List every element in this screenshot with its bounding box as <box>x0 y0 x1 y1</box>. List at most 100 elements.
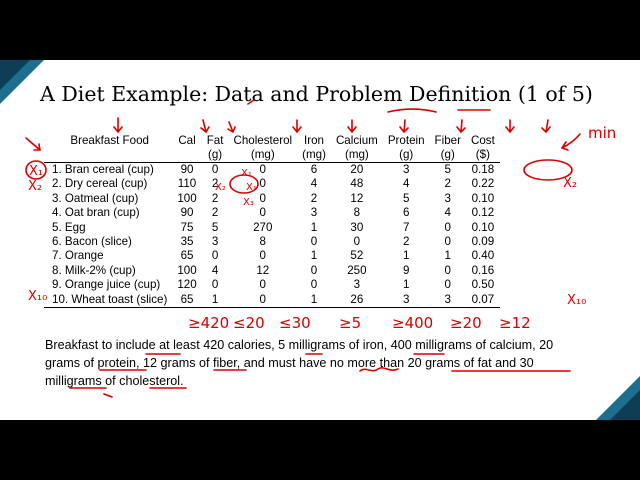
cell-fiber: 1 <box>444 249 451 263</box>
cell-food: 3. Oatmeal (cup) <box>52 191 139 205</box>
cell-cholesterol: 0 <box>228 292 298 309</box>
cell-cost: 0.10 <box>471 191 495 205</box>
header-iron: Iron (mg) <box>297 134 331 163</box>
cell-cholesterol: 0 <box>259 191 266 205</box>
constraint-chol: ≤30 <box>279 314 311 332</box>
cell-protein: 1 <box>402 278 410 292</box>
cell-cholesterol: 12 <box>256 263 270 277</box>
constraint-iron: ≥5 <box>339 314 361 332</box>
header-cost: Cost ($) <box>465 134 500 163</box>
cell-cholesterol: 0 <box>259 163 266 176</box>
table-row: 3. Oatmeal (cup) 100 2 0 2 12 5 3 0.10 <box>44 192 500 206</box>
header-calcium: Calcium (mg) <box>330 134 383 163</box>
constraint-fat: ≤20 <box>233 314 265 332</box>
cell-fiber: 0 <box>444 263 451 277</box>
header-fiber-unit: (g) <box>440 148 455 161</box>
cell-calcium: 3 <box>353 278 361 292</box>
header-fat: Fat (g) <box>201 134 229 163</box>
table-row: 5. Egg 75 5 270 1 30 7 0 0.10 <box>44 221 500 235</box>
table-row: 2. Dry cereal (cup) 110 2 0 4 48 4 2 0.22 <box>44 177 500 191</box>
cell-food: 5. Egg <box>52 220 86 234</box>
cell-calcium: 30 <box>350 220 364 234</box>
cell-food: 1. Bran cereal (cup) <box>52 163 154 176</box>
cell-cal: 65 <box>172 292 202 309</box>
cell-fat: 3 <box>211 235 219 249</box>
cell-cholesterol: 0 <box>259 249 266 263</box>
arrow-to-min <box>560 133 581 151</box>
header-cholesterol: Cholesterol (mg) <box>228 134 298 163</box>
header-fat-unit: (g) <box>207 148 223 161</box>
cell-fat: 0 <box>211 249 219 263</box>
diet-data-table: Breakfast Food Cal Fat (g) Cholesterol (mg) Ir… <box>44 134 500 309</box>
constraint-calcium: ≥400 <box>392 314 433 332</box>
arrow-calcium-header <box>399 119 409 134</box>
header-calcium-label: Calcium <box>335 134 378 147</box>
cell-protein: 5 <box>402 191 410 205</box>
slide-title: A Diet Example: Data and Problem Definit… <box>40 82 593 106</box>
constraint-fiber: ≥12 <box>499 314 531 332</box>
cell-cholesterol: 8 <box>259 235 266 249</box>
cell-cholesterol: 0 <box>259 278 266 292</box>
problem-statement: Breakfast to include at least 420 calori… <box>45 338 554 388</box>
cell-iron: 0 <box>310 235 318 249</box>
cell-fiber: 5 <box>444 163 451 176</box>
table-row: 4. Oat bran (cup) 90 2 0 3 8 6 4 0.12 <box>44 206 500 220</box>
arrow-fiber-header <box>505 119 515 134</box>
cell-calcium: 48 <box>350 177 364 191</box>
cell-iron: 0 <box>310 278 318 292</box>
cell-fiber: 0 <box>444 278 451 292</box>
cell-cal: 110 <box>177 177 197 191</box>
cell-protein: 7 <box>402 220 410 234</box>
table-row: 1. Bran cereal (cup) 90 0 0 6 20 3 5 0.18 <box>44 163 500 178</box>
cell-cal: 100 <box>177 191 197 205</box>
header-iron-unit: (mg) <box>302 148 326 161</box>
cell-protein: 9 <box>402 263 410 277</box>
cell-cal: 65 <box>180 249 194 263</box>
cell-food: 9. Orange juice (cup) <box>52 278 161 292</box>
x10-right-label: X₁₀ <box>567 293 586 308</box>
cell-fat: 5 <box>211 220 219 234</box>
cell-fiber: 2 <box>444 177 451 191</box>
cell-fiber: 4 <box>444 206 451 220</box>
cell-iron: 6 <box>310 163 318 176</box>
cell-cost: 0.18 <box>471 163 495 176</box>
cell-cost: 0.50 <box>471 278 495 292</box>
table-body: 1. Bran cereal (cup) 90 0 0 6 20 3 5 0.18 2. Dry … <box>44 163 500 309</box>
scribble-calcium <box>387 108 437 113</box>
cell-food: 10. Wheat toast (slice) <box>44 292 173 309</box>
header-protein-unit: (g) <box>399 148 414 161</box>
header-protein-label: Protein <box>387 134 425 147</box>
presentation-slide: A Diet Example: Data and Problem Definit… <box>0 60 640 420</box>
cell-fat: 1 <box>201 292 229 309</box>
header-cholesterol-unit: (mg) <box>250 148 275 161</box>
cell-food: 4. Oat bran (cup) <box>52 206 140 220</box>
cell-cal: 90 <box>180 206 194 220</box>
cell-iron: 1 <box>310 220 318 234</box>
header-cost-label: Cost <box>470 134 495 147</box>
cell-iron: 1 <box>297 292 331 309</box>
constraint-cal: ≥420 <box>188 314 229 332</box>
arrow-chol-header <box>292 119 302 134</box>
table-row: 6. Bacon (slice) 35 3 8 0 0 2 0 0.09 <box>44 235 500 249</box>
table-row: 10. Wheat toast (slice) 65 1 0 1 26 3 3 0.07 <box>44 292 500 309</box>
header-iron-label: Iron <box>304 134 325 147</box>
arrow-iron-header <box>347 119 357 134</box>
table-header-row: Breakfast Food Cal Fat (g) Cholesterol (mg) Ir… <box>44 134 500 163</box>
arrow-cal-header <box>200 119 210 134</box>
header-breakfast-food-label: Breakfast Food <box>70 134 149 147</box>
slide-corner-decoration-top-left-dark <box>0 60 30 90</box>
cell-cost: 0.12 <box>471 206 495 220</box>
cell-cholesterol: 0 <box>259 177 266 191</box>
arrow-protein-header <box>456 119 466 134</box>
cell-fiber: 3 <box>444 191 451 205</box>
cell-fat: 2 <box>211 191 219 205</box>
table-row: 8. Milk-2% (cup) 100 4 12 0 250 9 0 0.16 <box>44 264 500 278</box>
header-fiber: Fiber (g) <box>429 134 466 163</box>
cell-cal: 90 <box>180 163 194 176</box>
cell-iron: 4 <box>310 177 318 191</box>
x1-margin-label: X₁ <box>29 164 43 179</box>
cell-food: 7. Orange <box>52 249 104 263</box>
cell-cal: 75 <box>180 220 194 234</box>
cell-calcium: 0 <box>353 235 361 249</box>
cell-fat: 2 <box>211 177 219 191</box>
